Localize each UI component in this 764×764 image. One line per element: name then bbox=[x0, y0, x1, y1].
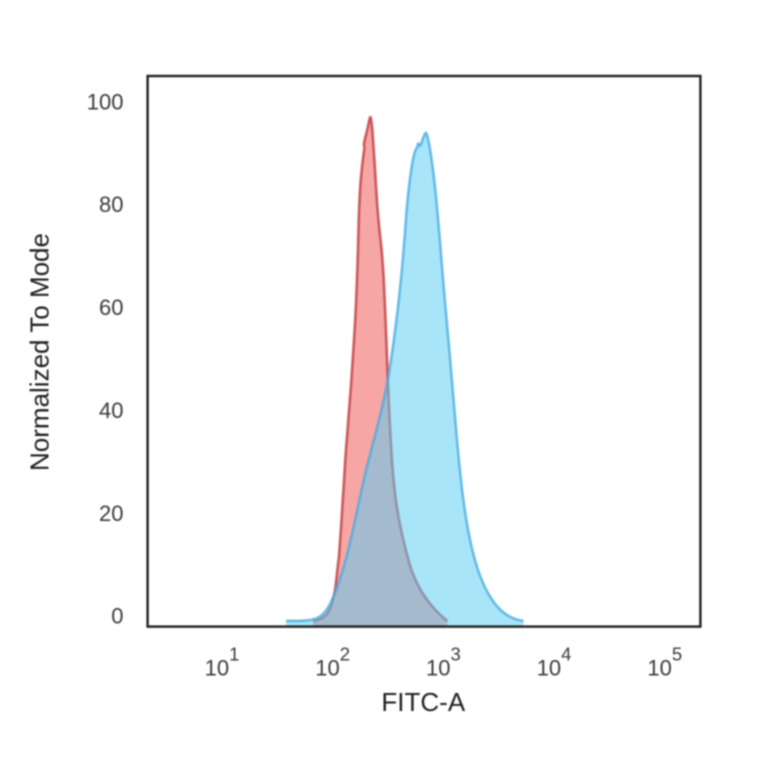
svg-text:0: 0 bbox=[111, 604, 123, 629]
svg-text:80: 80 bbox=[99, 192, 123, 217]
svg-text:60: 60 bbox=[99, 295, 123, 320]
svg-text:100: 100 bbox=[87, 89, 124, 114]
svg-text:Normalized To Mode: Normalized To Mode bbox=[25, 233, 55, 471]
svg-text:40: 40 bbox=[99, 398, 123, 423]
svg-text:FITC-A: FITC-A bbox=[381, 687, 465, 717]
svg-text:20: 20 bbox=[99, 501, 123, 526]
